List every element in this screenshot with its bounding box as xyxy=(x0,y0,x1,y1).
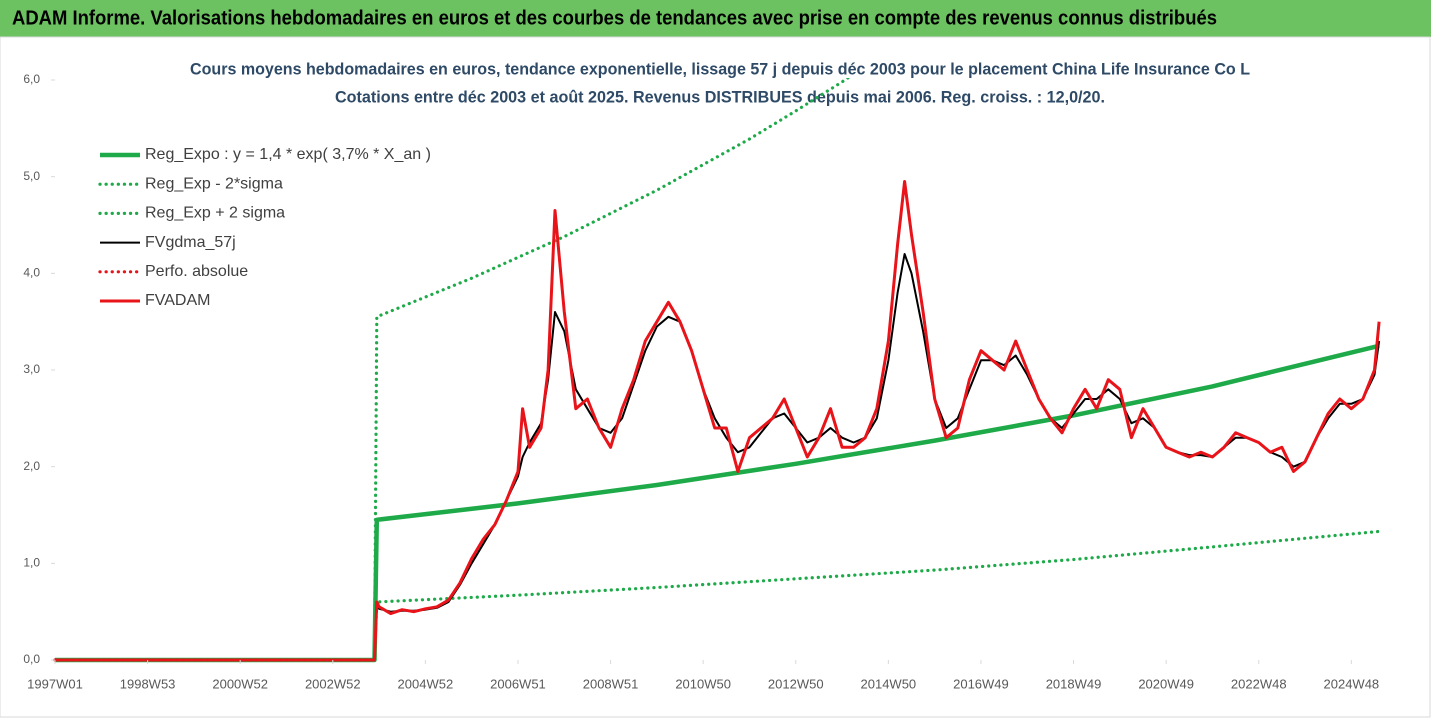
y-tick-label: 4,0 xyxy=(23,266,40,280)
series-line xyxy=(55,180,1381,662)
y-tick-label: 2,0 xyxy=(23,459,40,473)
y-tick-label: 3,0 xyxy=(23,362,40,376)
y-tick-label: 6,0 xyxy=(23,72,40,86)
x-tick-label: 2010W50 xyxy=(675,676,731,691)
x-tick-label: 2024W48 xyxy=(1324,676,1380,691)
x-tick-label: 2020W49 xyxy=(1138,676,1194,691)
legend-label: Reg_Exp - 2*sigma xyxy=(145,175,283,192)
legend-label: FVgdma_57j xyxy=(145,234,236,251)
x-tick-label: 2014W50 xyxy=(861,676,917,691)
x-tick-label: 2012W50 xyxy=(768,676,824,691)
x-tick-label: 2018W49 xyxy=(1046,676,1102,691)
chart-title: Cours moyens hebdomadaires en euros, ten… xyxy=(190,59,1250,78)
series-line xyxy=(372,78,851,662)
plot-area xyxy=(53,78,1381,663)
header-title: ADAM Informe. Valorisations hebdomadaire… xyxy=(12,7,1217,29)
x-tick-label: 2006W51 xyxy=(490,676,546,691)
x-tick-label: 2004W52 xyxy=(398,676,454,691)
chart-border xyxy=(0,36,1431,718)
x-tick-label: 2008W51 xyxy=(583,676,639,691)
legend-label: Perfo. absolue xyxy=(145,263,248,280)
legend-label: Reg_Exp + 2 sigma xyxy=(145,205,285,222)
series-line xyxy=(372,529,1381,662)
legend-label: Reg_Expo : y = 1,4 * exp( 3,7% * X_an ) xyxy=(145,146,431,163)
x-tick-label: 2000W52 xyxy=(212,676,268,691)
series-line xyxy=(55,343,1380,663)
chart-subtitle: Cotations entre déc 2003 et août 2025. R… xyxy=(335,87,1105,106)
x-tick-label: 2002W52 xyxy=(305,676,361,691)
x-tick-label: 2022W48 xyxy=(1231,676,1287,691)
x-tick-label: 1997W01 xyxy=(27,676,83,691)
y-tick-label: 0,0 xyxy=(23,652,40,666)
legend-label: FVADAM xyxy=(145,292,210,309)
x-tick-label: 1998W53 xyxy=(120,676,176,691)
y-tick-label: 5,0 xyxy=(23,169,40,183)
y-tick-label: 1,0 xyxy=(23,556,40,570)
x-tick-label: 2016W49 xyxy=(953,676,1009,691)
header-bar xyxy=(0,0,1431,37)
